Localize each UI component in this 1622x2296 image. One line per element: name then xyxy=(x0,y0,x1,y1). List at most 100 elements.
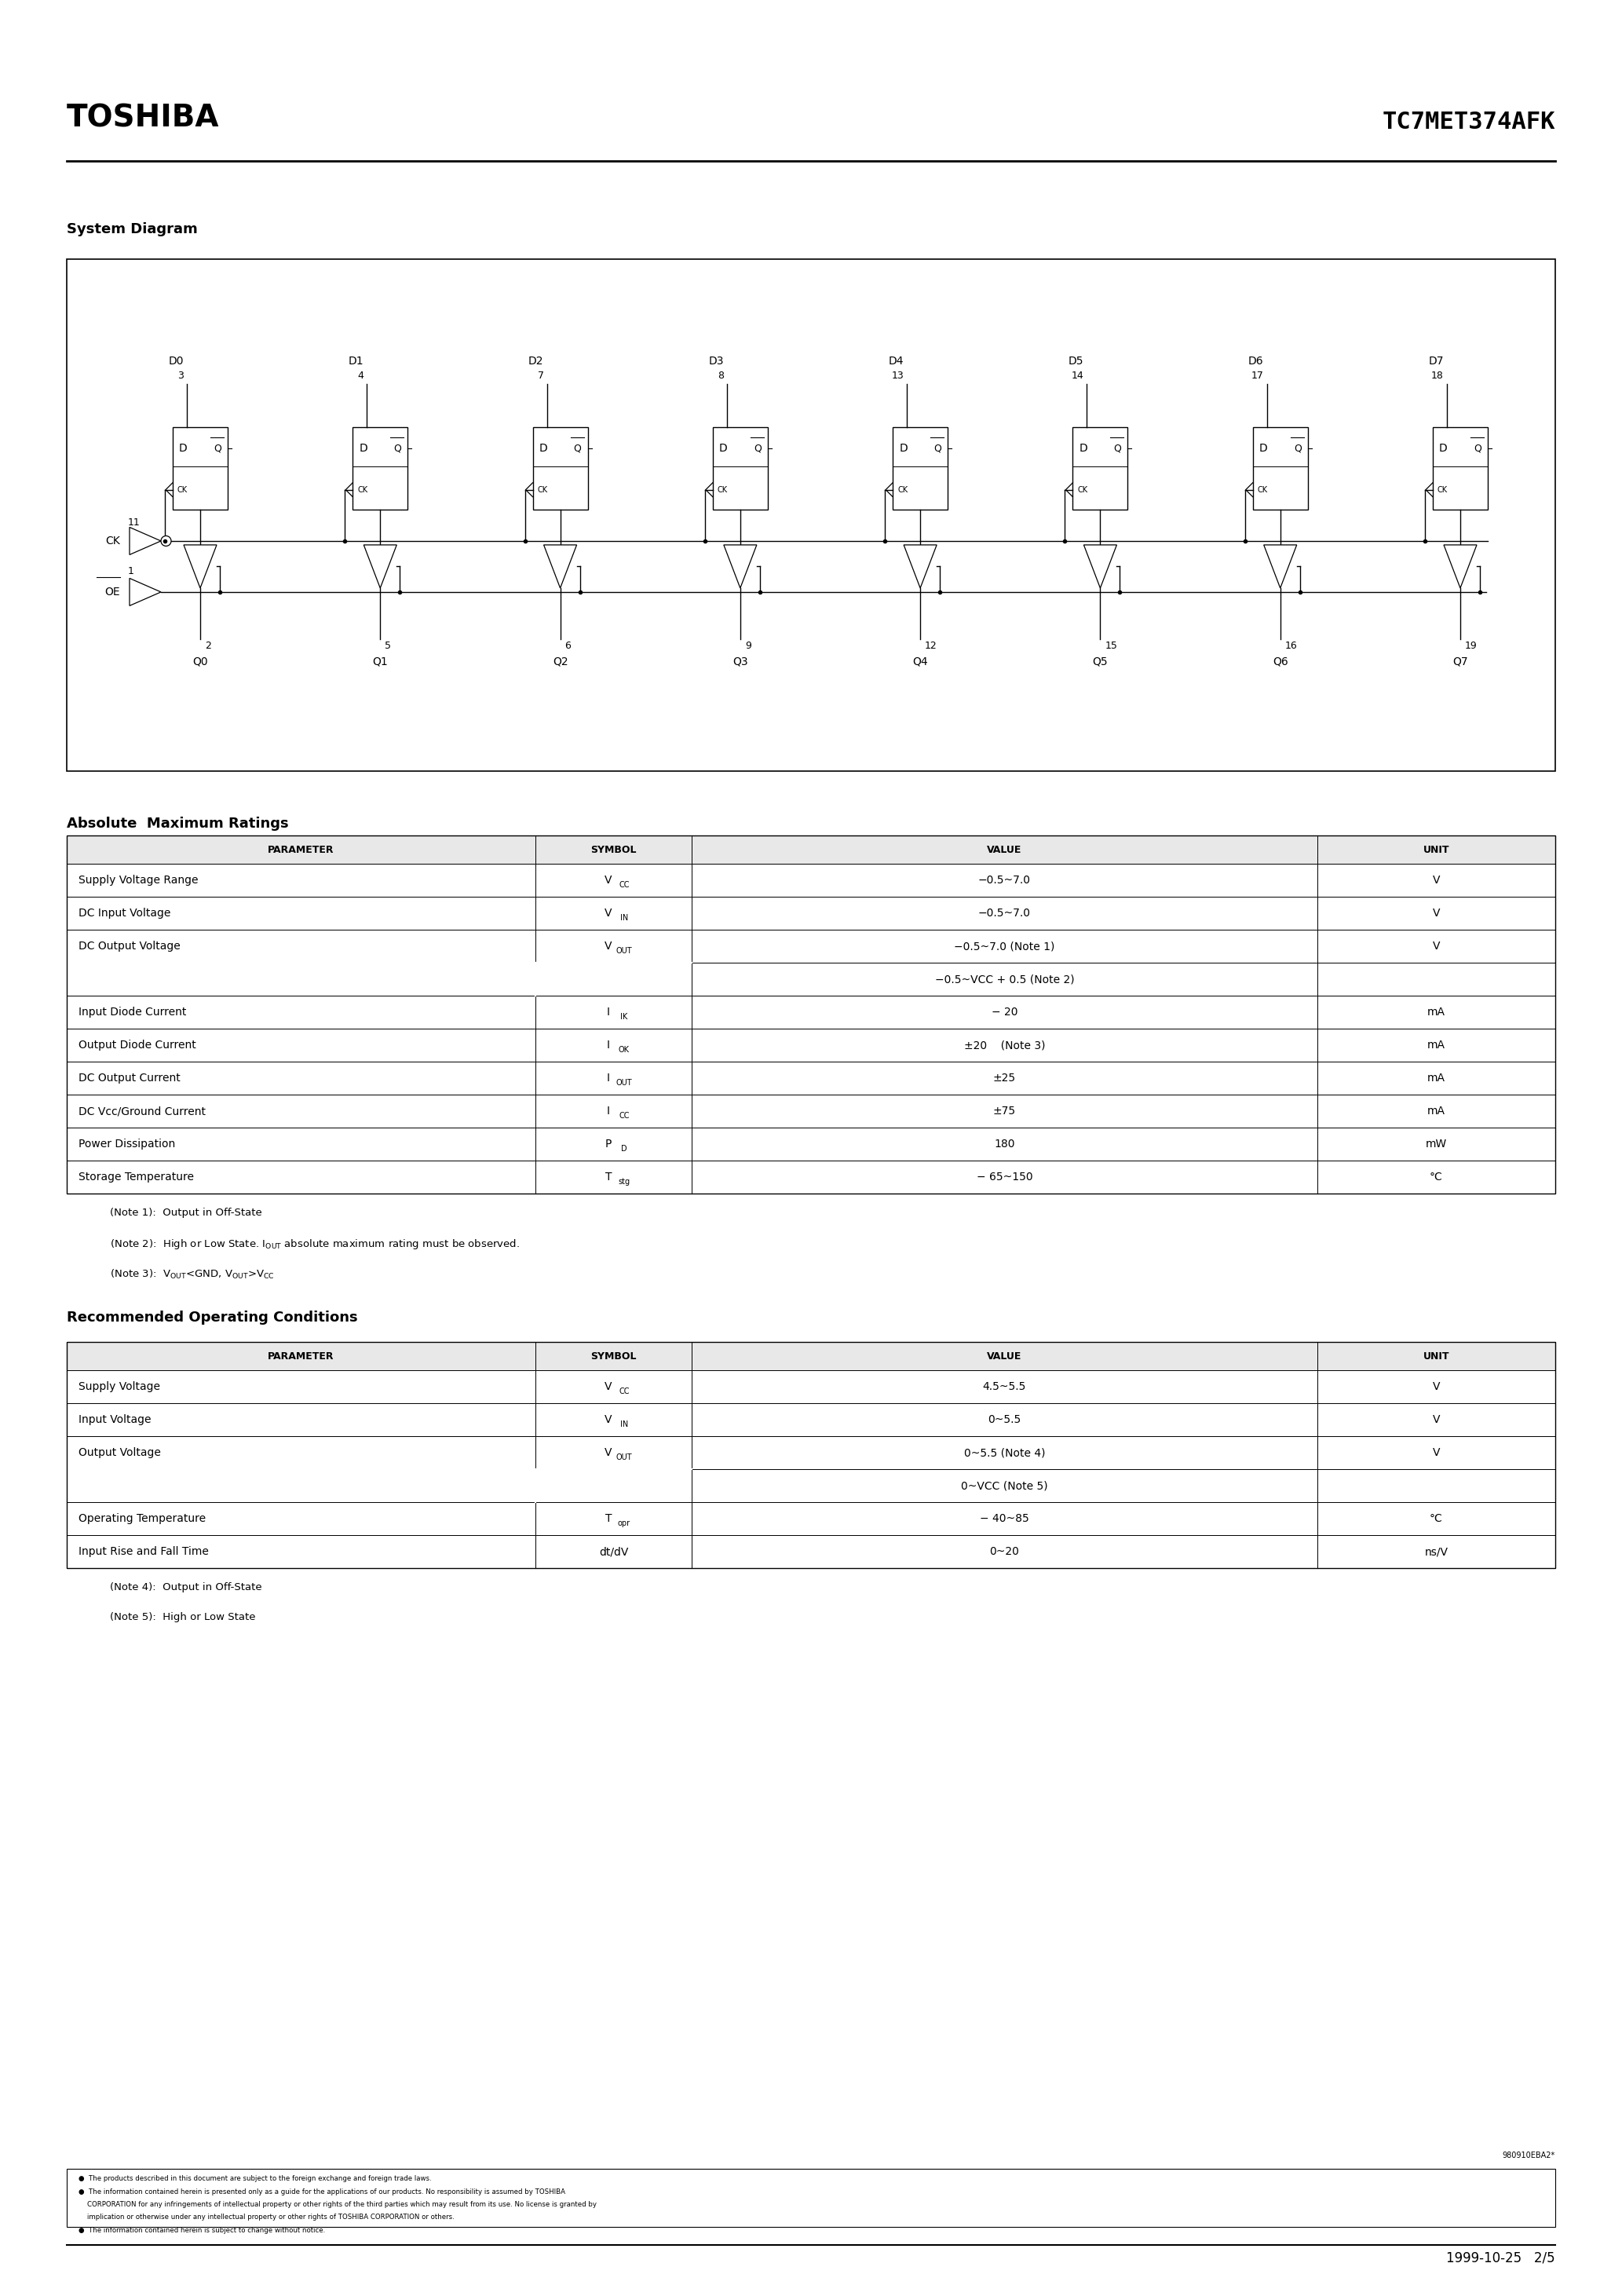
Text: D: D xyxy=(358,443,368,455)
Text: Q6: Q6 xyxy=(1273,657,1288,668)
Text: CK: CK xyxy=(357,487,368,494)
Bar xyxy=(693,1063,1317,1095)
Text: −0.5~7.0: −0.5~7.0 xyxy=(978,909,1032,918)
Text: PARAMETER: PARAMETER xyxy=(268,1352,334,1362)
Bar xyxy=(535,996,693,1029)
Text: Q: Q xyxy=(1114,443,1121,455)
Polygon shape xyxy=(183,544,217,588)
Text: 7: 7 xyxy=(537,370,543,381)
Text: −0.5~VCC + 0.5 (Note 2): −0.5~VCC + 0.5 (Note 2) xyxy=(934,974,1074,985)
Bar xyxy=(1317,1403,1555,1437)
Bar xyxy=(693,1371,1317,1403)
Text: mW: mW xyxy=(1426,1139,1447,1150)
Text: D1: D1 xyxy=(349,356,363,367)
Text: DC Vcc/Ground Current: DC Vcc/Ground Current xyxy=(78,1107,206,1116)
Bar xyxy=(535,1536,693,1568)
Text: V: V xyxy=(605,875,611,886)
Text: V: V xyxy=(1432,1382,1440,1394)
Text: V: V xyxy=(605,1414,611,1426)
Text: 18: 18 xyxy=(1431,370,1444,381)
Text: D: D xyxy=(621,1146,628,1153)
Bar xyxy=(1317,962,1555,996)
Text: 15: 15 xyxy=(1105,641,1118,650)
Bar xyxy=(67,1536,535,1568)
Text: ±20    (Note 3): ±20 (Note 3) xyxy=(963,1040,1045,1052)
Bar xyxy=(1317,1029,1555,1063)
Polygon shape xyxy=(723,544,757,588)
Text: DC Output Voltage: DC Output Voltage xyxy=(78,941,180,953)
Bar xyxy=(67,836,535,863)
Text: SYMBOL: SYMBOL xyxy=(590,1352,637,1362)
Bar xyxy=(535,1502,693,1536)
Bar xyxy=(535,836,693,863)
Bar xyxy=(1317,930,1555,962)
Text: Q4: Q4 xyxy=(913,657,928,668)
Text: DC Output Current: DC Output Current xyxy=(78,1072,180,1084)
Bar xyxy=(67,1437,535,1469)
Text: Supply Voltage: Supply Voltage xyxy=(78,1382,161,1394)
Bar xyxy=(535,1371,693,1403)
Text: Q: Q xyxy=(1474,443,1481,455)
Bar xyxy=(535,1162,693,1194)
Text: 11: 11 xyxy=(128,517,141,528)
Text: °C: °C xyxy=(1429,1171,1442,1182)
Bar xyxy=(352,427,407,510)
Text: ns/V: ns/V xyxy=(1424,1548,1448,1557)
Text: − 40~85: − 40~85 xyxy=(980,1513,1028,1525)
Text: D2: D2 xyxy=(529,356,543,367)
Bar xyxy=(535,1437,693,1469)
Text: CK: CK xyxy=(1257,487,1268,494)
Bar xyxy=(1252,427,1307,510)
Bar xyxy=(67,1469,693,1502)
Bar xyxy=(67,1029,535,1063)
Bar xyxy=(67,2170,1555,2227)
Text: implication or otherwise under any intellectual property or other rights of TOSH: implication or otherwise under any intel… xyxy=(78,2213,454,2220)
Bar xyxy=(1432,427,1487,510)
Text: CK: CK xyxy=(717,487,728,494)
Text: Q: Q xyxy=(754,443,761,455)
Text: CC: CC xyxy=(618,1387,629,1396)
Text: opr: opr xyxy=(618,1520,631,1527)
Text: D4: D4 xyxy=(889,356,903,367)
Text: 0~VCC (Note 5): 0~VCC (Note 5) xyxy=(962,1481,1048,1492)
Bar xyxy=(67,863,535,898)
Text: V: V xyxy=(1432,909,1440,918)
Text: Q: Q xyxy=(394,443,401,455)
Bar xyxy=(67,1343,535,1371)
Bar xyxy=(172,427,227,510)
Text: TC7MET374AFK: TC7MET374AFK xyxy=(1382,110,1555,133)
Text: 5: 5 xyxy=(384,641,391,650)
Text: Operating Temperature: Operating Temperature xyxy=(78,1513,206,1525)
Bar xyxy=(693,1502,1317,1536)
Text: − 20: − 20 xyxy=(991,1008,1017,1017)
Text: Supply Voltage Range: Supply Voltage Range xyxy=(78,875,198,886)
Text: (Note 1):  Output in Off-State: (Note 1): Output in Off-State xyxy=(110,1208,263,1219)
Bar xyxy=(535,1095,693,1127)
Polygon shape xyxy=(1083,544,1116,588)
Bar xyxy=(693,1162,1317,1194)
Text: 17: 17 xyxy=(1251,370,1264,381)
Bar xyxy=(693,1536,1317,1568)
Text: V: V xyxy=(605,909,611,918)
Text: 8: 8 xyxy=(717,370,723,381)
Polygon shape xyxy=(1264,544,1296,588)
Text: Storage Temperature: Storage Temperature xyxy=(78,1171,195,1182)
Text: CK: CK xyxy=(537,487,548,494)
Bar xyxy=(1317,1343,1555,1371)
Text: ●  The products described in this document are subject to the foreign exchange a: ● The products described in this documen… xyxy=(78,2174,431,2181)
Text: P: P xyxy=(605,1139,611,1150)
Text: D7: D7 xyxy=(1429,356,1444,367)
Bar xyxy=(1317,898,1555,930)
Text: D: D xyxy=(899,443,907,455)
Text: stg: stg xyxy=(618,1178,629,1187)
Bar xyxy=(693,962,1317,996)
Text: T: T xyxy=(605,1513,611,1525)
Text: 0~5.5 (Note 4): 0~5.5 (Note 4) xyxy=(963,1446,1045,1458)
Text: System Diagram: System Diagram xyxy=(67,223,198,236)
Text: (Note 2):  High or Low State. I$_{\mathregular{OUT}}$ absolute maximum rating mu: (Note 2): High or Low State. I$_{\mathre… xyxy=(110,1238,519,1251)
Bar xyxy=(67,1063,535,1095)
Bar xyxy=(1317,1162,1555,1194)
Bar xyxy=(67,898,535,930)
Text: dt/dV: dt/dV xyxy=(599,1548,628,1557)
Text: mA: mA xyxy=(1427,1107,1445,1116)
